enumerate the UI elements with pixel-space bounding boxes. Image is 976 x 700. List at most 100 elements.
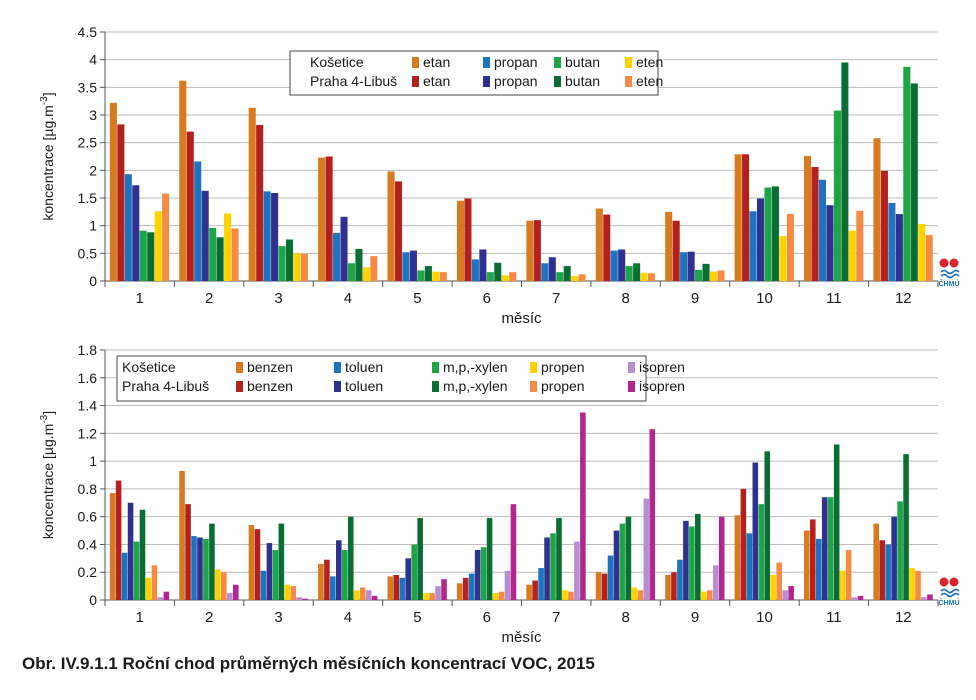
bar-propan-kosetice-m12: [888, 202, 896, 281]
bar-isopren-kosetice-m3: [296, 597, 303, 600]
voc-charts: 00.511.522.533.544.51 2 3 4 5 6 7 8 9 10 11 12měsíc…: [39, 24, 960, 646]
legend-series-label: etan: [423, 54, 450, 70]
bar-toluen-kosetice-m9: [677, 559, 683, 600]
bar-toluen-kosetice-m3: [260, 570, 267, 600]
bar-propan-kosetice-m5: [402, 252, 410, 281]
bar-propen-kosetice-m10: [770, 575, 776, 600]
bar-propen-praha-m11: [845, 550, 852, 600]
bar-benzen-kosetice-m4: [318, 563, 324, 600]
bar-toluen-praha-m4: [336, 540, 342, 600]
bar-toluen-praha-m3: [266, 543, 273, 600]
legend-series-label: toluen: [345, 378, 383, 394]
legend-series-label: m,p,-xylen: [443, 378, 508, 394]
bar-toluen-kosetice-m6: [468, 573, 475, 600]
bar-isopren-praha-m4: [371, 595, 378, 600]
x-tick-label: 11: [826, 609, 842, 626]
bar-isopren-praha-m5: [441, 579, 447, 600]
legend-swatch: [628, 381, 635, 392]
bar-benzen-kosetice-m7: [526, 584, 532, 600]
bar-isopren-praha-m12: [927, 594, 933, 600]
bar-isopren-kosetice-m12: [921, 597, 927, 600]
bar-etan-praha-m12: [880, 170, 888, 281]
x-tick-label: 3: [274, 609, 282, 626]
bar-butan-praha-m12: [910, 83, 918, 282]
bar-benzen-kosetice-m12: [873, 523, 880, 600]
bar-mpxylen-kosetice-m12: [897, 501, 903, 600]
bar-isopren-kosetice-m1: [157, 597, 164, 600]
y-tick-label: 2.5: [78, 135, 98, 151]
bar-propan-praha-m9: [687, 251, 695, 281]
bar-isopren-praha-m6: [510, 504, 517, 600]
bar-benzen-praha-m2: [185, 504, 191, 600]
y-tick-label: 0.5: [78, 245, 98, 261]
logo-wave: [940, 273, 960, 279]
bar-etan-kosetice-m2: [179, 80, 187, 281]
y-tick-label: 4.5: [78, 24, 98, 40]
legend-station-label: Praha 4-Libuš: [122, 378, 209, 394]
bar-etan-kosetice-m8: [595, 208, 603, 281]
logo-circle-right: [949, 258, 959, 268]
x-axis-title: měsíc: [501, 310, 542, 327]
bar-propan-kosetice-m10: [749, 211, 757, 281]
bar-benzen-praha-m10: [740, 488, 747, 600]
bar-eten-praha-m2: [231, 228, 239, 281]
bar-etan-kosetice-m11: [804, 155, 812, 281]
bar-butan-kosetice-m12: [903, 66, 911, 281]
bar-isopren-praha-m3: [302, 598, 308, 600]
bar-isopren-praha-m11: [857, 595, 864, 600]
y-tick-label: 1.6: [78, 370, 98, 386]
bar-butan-praha-m1: [147, 232, 155, 281]
x-tick-label: 9: [691, 609, 699, 626]
bar-propen-praha-m2: [221, 572, 227, 600]
bar-propen-praha-m3: [290, 586, 297, 600]
bar-benzen-kosetice-m11: [804, 530, 810, 600]
bar-etan-kosetice-m4: [318, 157, 326, 281]
bar-butan-kosetice-m2: [209, 227, 217, 281]
bar-mpxylen-praha-m9: [695, 513, 701, 600]
bar-butan-kosetice-m4: [347, 263, 356, 281]
bar-eten-kosetice-m10: [779, 236, 787, 281]
bar-propen-kosetice-m4: [353, 590, 360, 600]
bar-etan-kosetice-m1: [109, 102, 117, 281]
bar-butan-praha-m5: [424, 266, 432, 281]
bar-mpxylen-praha-m12: [903, 454, 909, 600]
logo-circle-right: [949, 577, 959, 587]
bar-propen-praha-m10: [776, 562, 782, 600]
bar-propen-praha-m5: [429, 593, 435, 600]
bar-benzen-kosetice-m1: [109, 493, 116, 600]
bar-etan-kosetice-m7: [526, 220, 534, 281]
bar-eten-kosetice-m6: [501, 275, 509, 281]
bar-eten-praha-m12: [925, 235, 933, 281]
bar-mpxylen-praha-m4: [347, 516, 354, 600]
x-tick-label: 11: [826, 290, 842, 307]
x-tick-label: 9: [691, 290, 699, 307]
bar-butan-kosetice-m11: [833, 110, 841, 281]
x-tick-label: 7: [552, 609, 560, 626]
bar-butan-praha-m4: [355, 248, 363, 281]
bar-mpxylen-praha-m7: [556, 518, 562, 600]
bar-eten-praha-m11: [856, 210, 864, 281]
x-tick-label: 10: [756, 290, 773, 307]
x-tick-label: 8: [621, 290, 629, 307]
bar-etan-kosetice-m9: [665, 211, 673, 281]
y-tick-label: 3.5: [78, 79, 98, 95]
y-tick-label: 3: [89, 107, 97, 123]
bar-eten-praha-m8: [648, 273, 656, 281]
bar-eten-kosetice-m8: [640, 272, 648, 281]
bar-propan-praha-m2: [201, 190, 209, 281]
x-tick-label: 2: [205, 609, 213, 626]
bar-etan-kosetice-m12: [873, 138, 881, 281]
bar-propen-kosetice-m2: [215, 569, 221, 600]
x-tick-label: 12: [895, 290, 912, 307]
bar-eten-praha-m9: [717, 270, 725, 281]
bar-benzen-kosetice-m6: [456, 583, 463, 600]
bar-butan-praha-m11: [841, 62, 849, 282]
logo-wave: [940, 588, 960, 594]
bar-eten-kosetice-m11: [848, 230, 856, 281]
y-tick-label: 0.6: [78, 509, 98, 525]
legend-series-label: propen: [541, 359, 585, 375]
bar-toluen-kosetice-m4: [330, 576, 336, 600]
bar-butan-kosetice-m5: [417, 270, 425, 281]
bar-isopren-kosetice-m4: [365, 590, 372, 600]
bar-isopren-praha-m1: [163, 591, 170, 600]
